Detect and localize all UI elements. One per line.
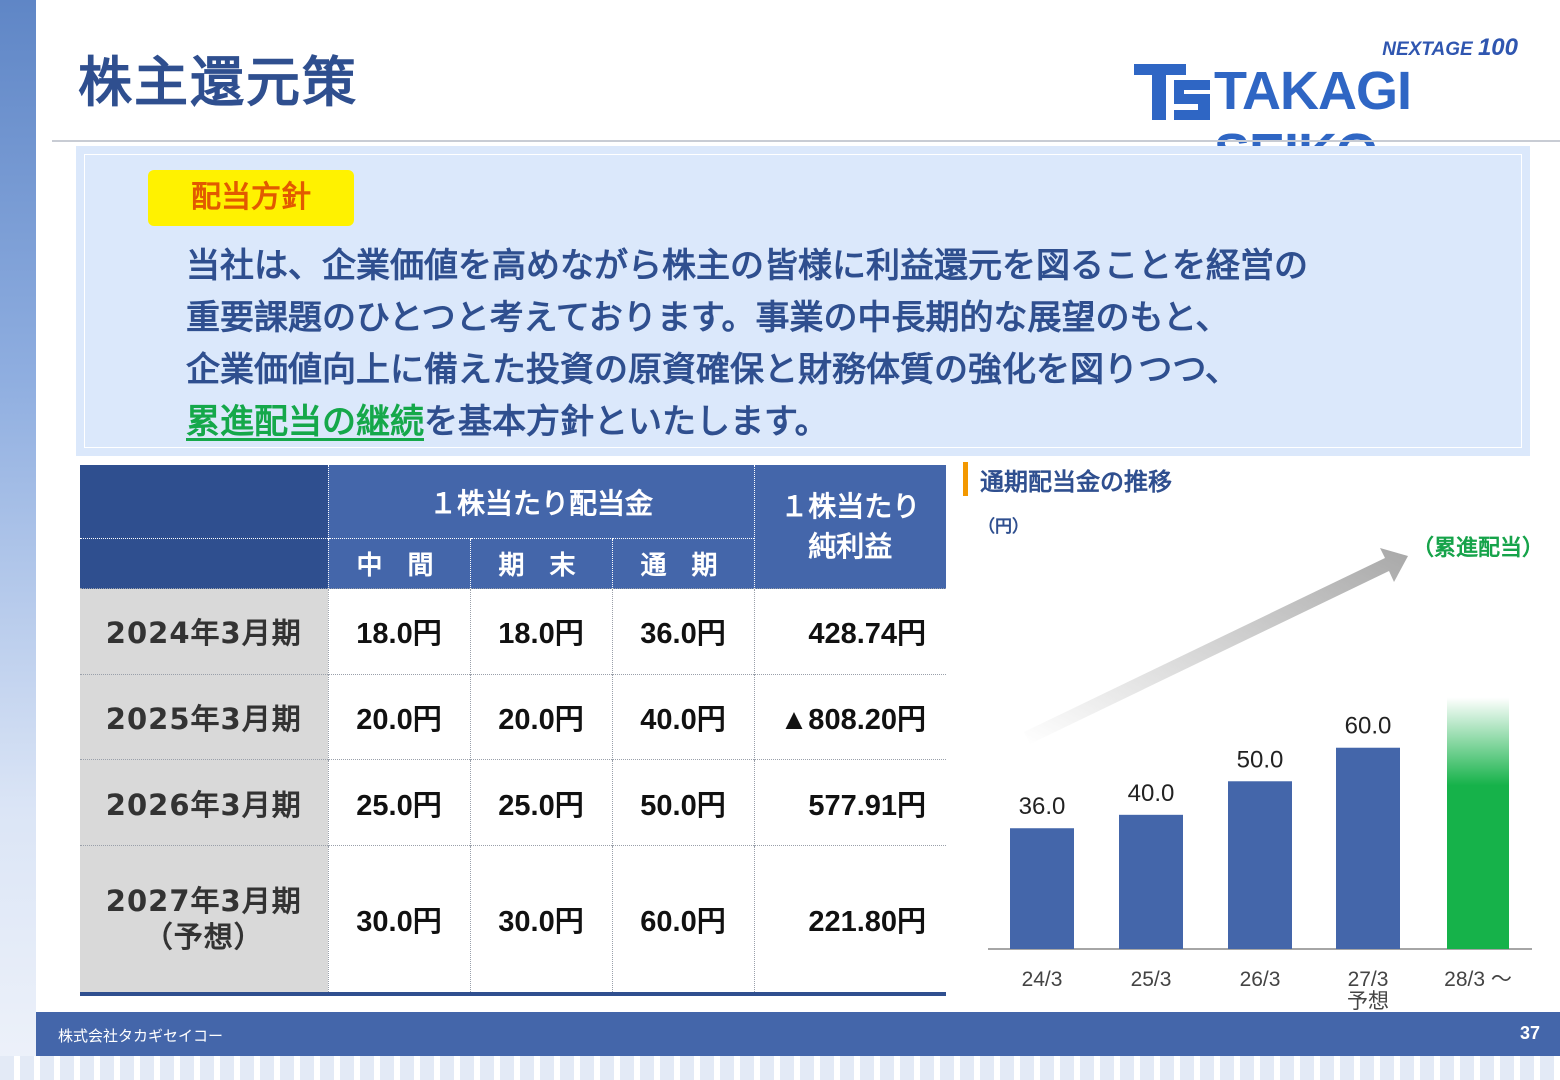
period-cell: 2024年3月期 (80, 588, 328, 675)
x-tick-label: 24/3 (1022, 968, 1063, 991)
annual-cell: 36.0円 (611, 588, 755, 675)
table-row: 2026年3月期 25.0円 25.0円 50.0円 577.91円 (80, 759, 947, 846)
policy-line: 累進配当の継続を基本方針といたします。 (186, 402, 829, 442)
annual-header: 通 期 (611, 538, 755, 589)
yearend-cell: 20.0円 (469, 673, 612, 760)
bar-value-label: 60.0 (1345, 713, 1392, 740)
interim-cell: 30.0円 (327, 845, 470, 994)
x-tick-label: 25/3 (1131, 968, 1172, 991)
bar-value-label: 40.0 (1128, 780, 1175, 807)
logo-tagline: NEXTAGE 100 (1382, 34, 1518, 61)
table-row: 2025年3月期 20.0円 20.0円 40.0円 ▲808.20円 (80, 673, 947, 760)
yearend-cell: 25.0円 (469, 759, 612, 846)
company-logo: NEXTAGE 100 TAKAGI SEIKO (1130, 34, 1540, 183)
eps-cell: 577.91円 (753, 759, 947, 846)
eps-header: １株当たり 純利益 (753, 464, 947, 589)
left-stripe (0, 0, 36, 1080)
policy-highlight: 累進配当の継続 (186, 402, 424, 442)
footer-company: 株式会社タカギセイコー (58, 1027, 224, 1045)
x-tick-label: 28/3 ～ (1444, 968, 1512, 991)
chart-title-accent (963, 462, 968, 496)
period-cell: 2027年3月期 （予想） (80, 845, 328, 994)
policy-line: 当社は、企業価値を高めながら株主の皆様に利益還元を図ることを経営の (186, 246, 1308, 286)
policy-text: 当社は、企業価値を高めながら株主の皆様に利益還元を図ることを経営の 重要課題のひ… (186, 240, 1506, 448)
period-cell: 2025年3月期 (80, 673, 328, 760)
dividend-policy-box: 配当方針 当社は、企業価値を高めながら株主の皆様に利益還元を図ることを経営の 重… (76, 146, 1530, 456)
annual-cell: 40.0円 (611, 673, 755, 760)
period-cell: 2026年3月期 (80, 759, 328, 846)
bar (1119, 814, 1183, 949)
ts-logo-icon (1134, 64, 1210, 120)
page-number: 37 (1519, 1023, 1540, 1043)
interim-cell: 20.0円 (327, 673, 470, 760)
dps-header: １株当たり配当金 (327, 464, 755, 539)
dividend-chart: 36.0 24/3 40.0 25/3 50.0 26/3 60.0 27/3 予想 28/3 ～ (988, 548, 1532, 1010)
annual-cell: 50.0円 (611, 759, 755, 846)
table-row: 2027年3月期 （予想） 30.0円 30.0円 60.0円 221.80円 (80, 845, 947, 994)
dividend-table: １株当たり配当金 １株当たり 純利益 中 間 期 末 通 期 2024年3月期 … (80, 464, 947, 996)
yearend-cell: 30.0円 (469, 845, 612, 994)
yearend-header: 期 末 (469, 538, 612, 589)
table-corner (80, 464, 328, 539)
policy-line: 企業価値向上に備えた投資の原資確保と財務体質の強化を図りつつ、 (186, 350, 1239, 390)
bar (1336, 747, 1400, 949)
eps-cell: 221.80円 (753, 845, 947, 994)
bar-value-label: 50.0 (1237, 746, 1284, 773)
eps-cell: ▲808.20円 (753, 673, 947, 760)
table-row: 2024年3月期 18.0円 18.0円 36.0円 428.74円 (80, 588, 947, 675)
x-tick-label: 26/3 (1240, 968, 1281, 991)
interim-header: 中 間 (327, 538, 470, 589)
page-title: 株主還元策 (78, 51, 358, 114)
bar (1228, 781, 1292, 949)
header-divider (52, 140, 1560, 142)
interim-cell: 18.0円 (327, 588, 470, 675)
annual-cell: 60.0円 (611, 845, 755, 994)
future-bar (1447, 697, 1509, 949)
trend-arrow (1024, 548, 1408, 744)
yearend-cell: 18.0円 (469, 588, 612, 675)
eps-cell: 428.74円 (753, 588, 947, 675)
bar (1010, 828, 1074, 949)
footer-bar: 株式会社タカギセイコー 37 (36, 1012, 1560, 1056)
policy-badge: 配当方針 (148, 170, 354, 226)
bottom-pattern (0, 1056, 1560, 1080)
x-tick-label: 27/3 予想 (1347, 968, 1389, 1010)
policy-line: 重要課題のひとつと考えております。事業の中長期的な展望のもと、 (186, 298, 1230, 338)
bar-value-label: 36.0 (1019, 793, 1066, 820)
progressive-dividend-note: （累進配当） (1412, 536, 1545, 561)
chart-title: 通期配当金の推移 (980, 468, 1172, 496)
chart-unit: （円） (978, 517, 1029, 537)
interim-cell: 25.0円 (327, 759, 470, 846)
